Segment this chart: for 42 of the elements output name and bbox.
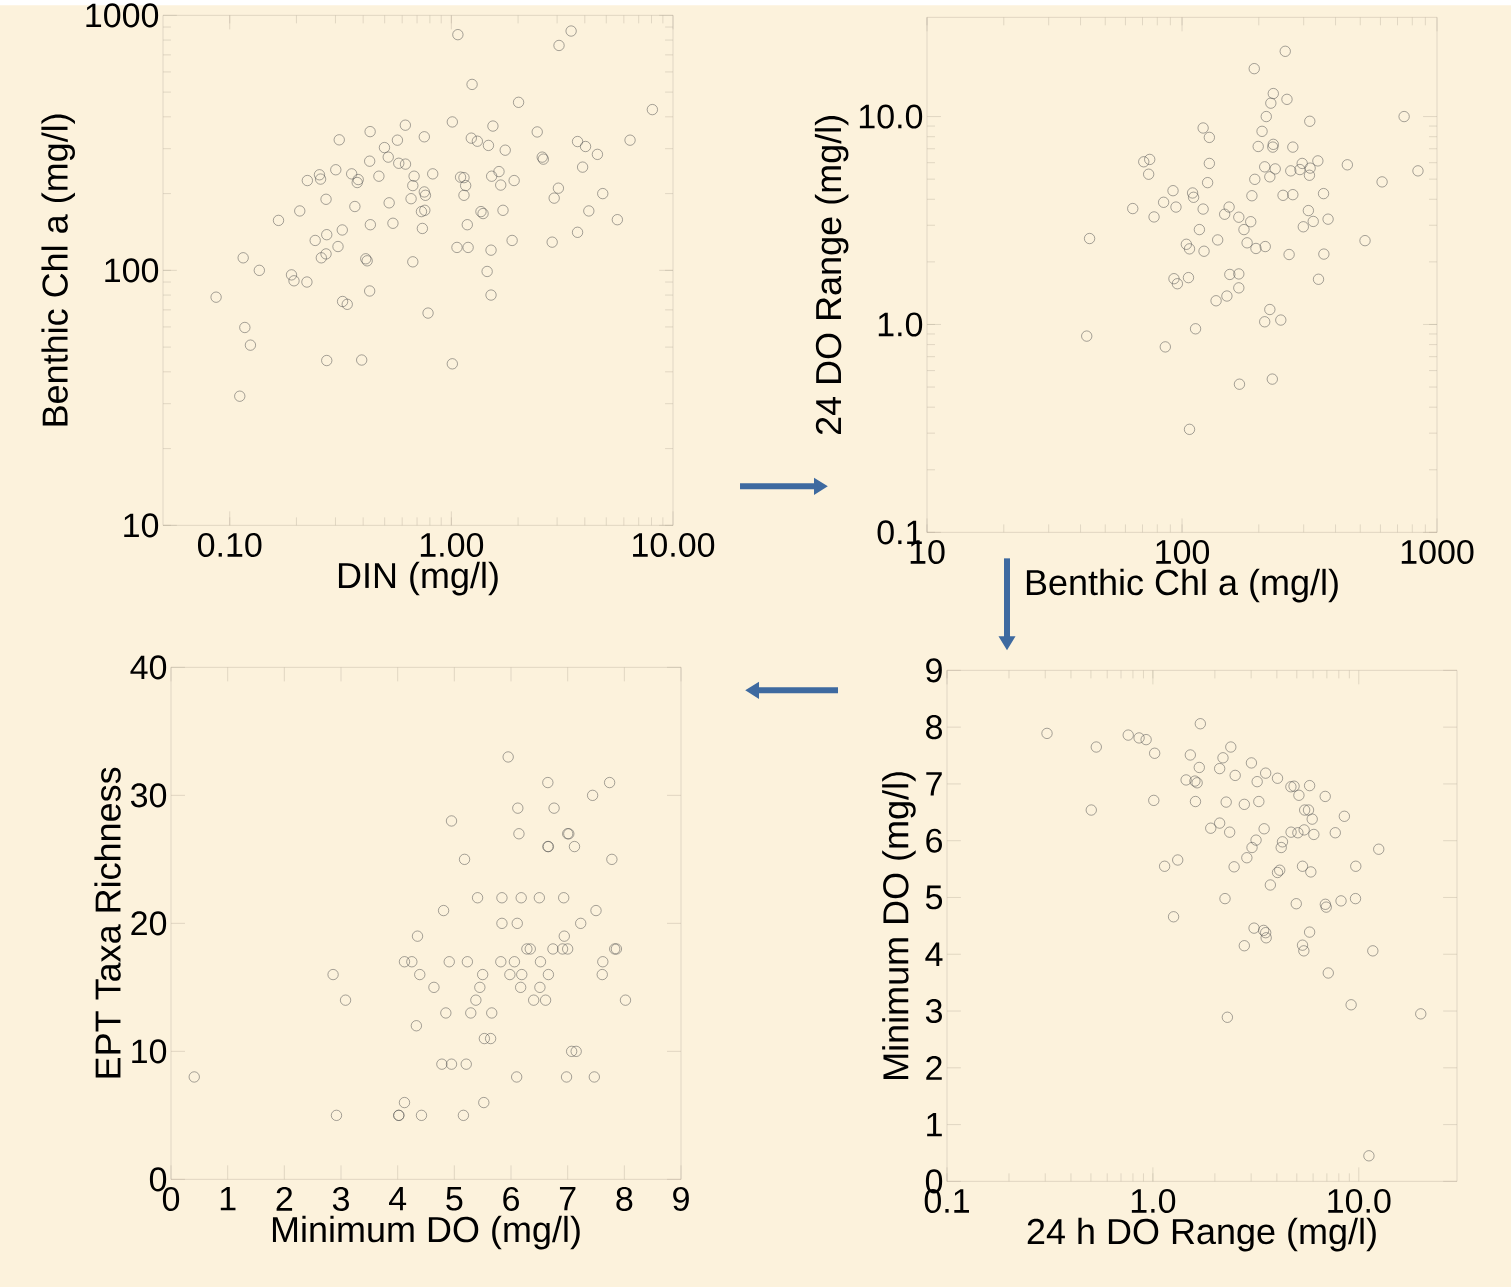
x-tick-label: 5 [446,1186,463,1211]
y-tick-label: 1000 [86,3,159,28]
x-tick-label: 8 [616,1186,633,1211]
y-tick-label: 4 [925,942,943,966]
y-tick-label: 10.0 [859,104,923,129]
x-tick-label: 10.0 [1328,1188,1391,1213]
y-tick-label: 5 [925,885,943,910]
x-tick-label: 10.00 [633,532,715,557]
y-tick-label: 40 [130,655,167,680]
y-tick-label: 10 [132,1039,167,1064]
y-tick-label: 3 [925,998,942,1023]
y-tick-label: 1.0 [878,312,923,337]
x-axis-title: Minimum DO (mg/l) [272,1215,580,1250]
x-tick-label: 1000 [1401,539,1474,564]
y-axis-title: Benthic Chl a (mg/l) [41,114,75,426]
x-tick-label: 0.10 [197,532,262,557]
x-axis-title: Benthic Chl a (mg/l) [1026,568,1338,603]
y-tick-label: 30 [130,783,167,808]
y-tick-label: 9 [926,658,942,683]
y-tick-label: 1 [927,1112,942,1137]
x-tick-label: 7 [559,1186,576,1211]
y-tick-label: 7 [926,772,942,796]
x-axis-title: DIN (mg/l) [338,561,498,596]
y-tick-label: 8 [926,714,943,740]
x-tick-label: 1 [220,1186,236,1211]
y-tick-label: 100 [105,258,159,283]
x-axis-title: 24 h DO Range (mg/l) [1027,1217,1376,1252]
x-tick-label: 1.00 [420,532,484,557]
y-tick-label: 2 [926,1055,942,1080]
x-tick-label: 1.0 [1131,1188,1176,1213]
y-tick-label: 6 [926,828,942,853]
x-tick-label: 3 [332,1186,349,1211]
y-tick-label: 10 [124,513,159,538]
x-tick-label: 2 [276,1186,293,1211]
x-tick-label: 6 [503,1186,519,1211]
y-tick-label: 20 [131,911,167,936]
y-axis-title: EPT Taxa Richness [94,767,121,1078]
y-axis-title: Minimum DO (mg/l) [882,771,916,1079]
x-tick-label: 9 [673,1186,689,1211]
x-tick-label: 100 [1156,539,1210,564]
x-tick-label: 4 [389,1186,407,1211]
y-axis-title: 24 DO Range (mg/l) [814,115,849,434]
